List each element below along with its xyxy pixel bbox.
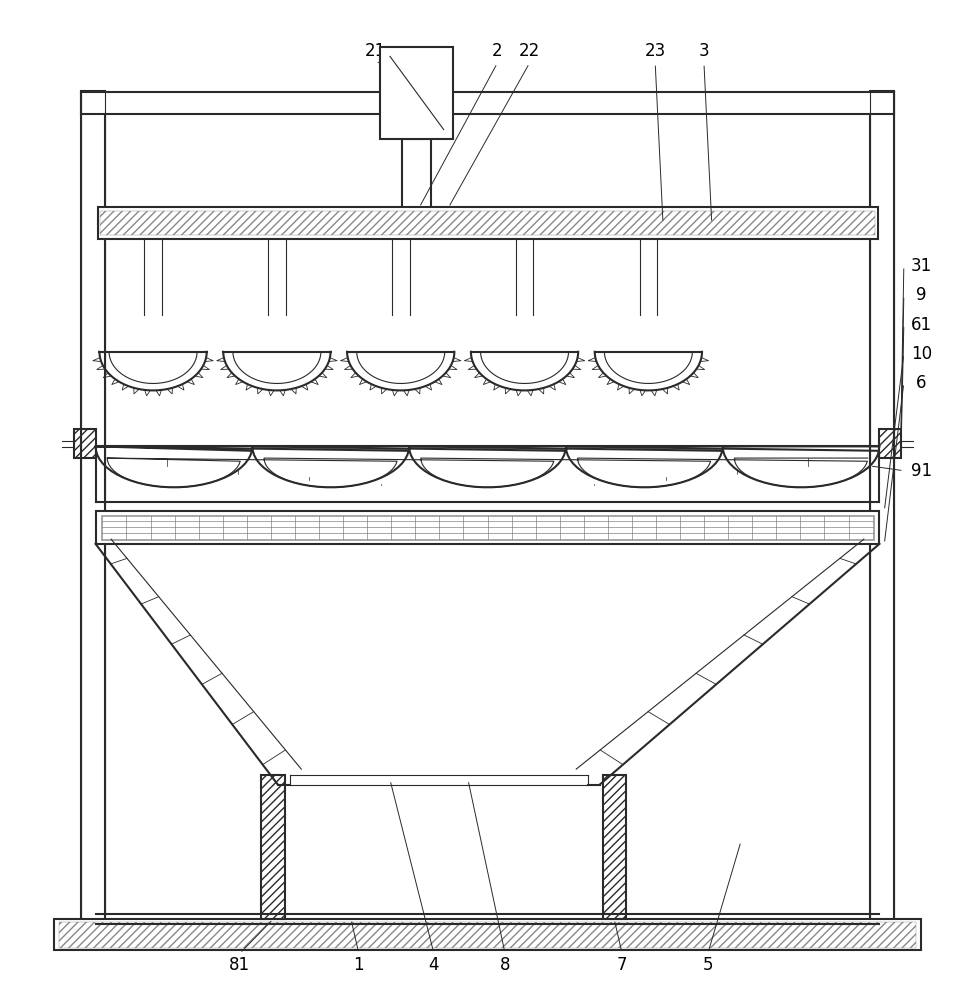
Text: 10: 10 <box>911 345 932 363</box>
Text: 6: 6 <box>916 374 926 392</box>
Bar <box>81 92 894 114</box>
Text: 61: 61 <box>911 316 932 334</box>
Text: 4: 4 <box>429 956 439 974</box>
Bar <box>96 511 879 544</box>
Text: 21: 21 <box>365 42 386 60</box>
Bar <box>261 775 285 919</box>
Bar <box>403 139 431 208</box>
Text: 23: 23 <box>644 42 666 60</box>
Bar <box>380 47 453 139</box>
Text: 91: 91 <box>911 462 932 480</box>
Text: 31: 31 <box>911 257 932 275</box>
Bar <box>58 922 916 948</box>
Bar <box>74 429 96 458</box>
Text: 81: 81 <box>229 956 251 974</box>
Bar <box>54 919 921 950</box>
Bar <box>101 515 874 540</box>
Text: 3: 3 <box>699 42 709 60</box>
Bar <box>100 211 875 235</box>
Bar <box>98 207 878 239</box>
Bar <box>81 91 105 924</box>
Text: 22: 22 <box>519 42 540 60</box>
Text: 5: 5 <box>703 956 713 974</box>
Text: 8: 8 <box>500 956 510 974</box>
Bar <box>870 91 894 924</box>
Bar <box>603 775 626 919</box>
Bar <box>879 429 901 458</box>
Text: 7: 7 <box>617 956 627 974</box>
Text: 1: 1 <box>354 956 364 974</box>
Text: 2: 2 <box>492 42 502 60</box>
Text: 9: 9 <box>916 286 926 304</box>
